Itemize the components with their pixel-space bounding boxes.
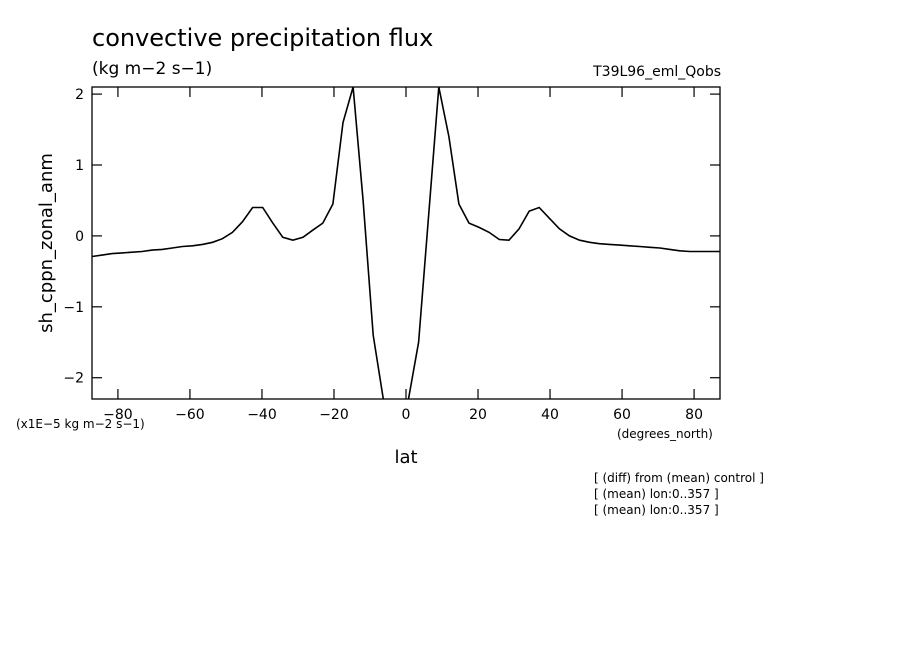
series-line <box>92 87 720 399</box>
chart-title: convective precipitation flux <box>92 24 433 52</box>
y-tick-label: 0 <box>75 229 84 245</box>
note-1: [ (diff) from (mean) control ] <box>594 471 764 485</box>
y-ticks: −2 −1 0 1 2 <box>63 87 720 387</box>
y-tick-label: 2 <box>75 87 84 103</box>
plot-frame <box>91 86 721 400</box>
chart-subtitle: (kg m−2 s−1) <box>92 59 212 79</box>
x-tick-label: −40 <box>247 407 277 423</box>
x-tick-label: −80 <box>103 407 133 423</box>
x-tick-label: 0 <box>402 407 411 423</box>
plot-area: −80 −60 −40 −20 0 20 40 60 80 −2 −1 0 1 2 <box>63 86 721 423</box>
y-tick-label: −1 <box>63 300 84 316</box>
y-tick-label: 1 <box>75 158 84 174</box>
y-tick-label: −2 <box>63 371 84 387</box>
note-3: [ (mean) lon:0..357 ] <box>594 503 719 517</box>
x-tick-label: −20 <box>319 407 349 423</box>
x-tick-label: −60 <box>175 407 205 423</box>
x-tick-label: 20 <box>469 407 487 423</box>
y-scale-note: (x1E−5 kg m−2 s−1) <box>16 417 145 431</box>
x-axis-label: lat <box>394 447 417 468</box>
x-tick-label: 40 <box>541 407 559 423</box>
note-2: [ (mean) lon:0..357 ] <box>594 487 719 501</box>
run-label: T39L96_eml_Qobs <box>592 64 721 80</box>
x-tick-label: 80 <box>685 407 703 423</box>
x-ticks: −80 −60 −40 −20 0 20 40 60 80 <box>103 87 703 423</box>
x-tick-label: 60 <box>613 407 631 423</box>
y-axis-label: sh_cppn_zonal_anm <box>36 153 57 333</box>
x-unit-label: (degrees_north) <box>617 427 713 441</box>
